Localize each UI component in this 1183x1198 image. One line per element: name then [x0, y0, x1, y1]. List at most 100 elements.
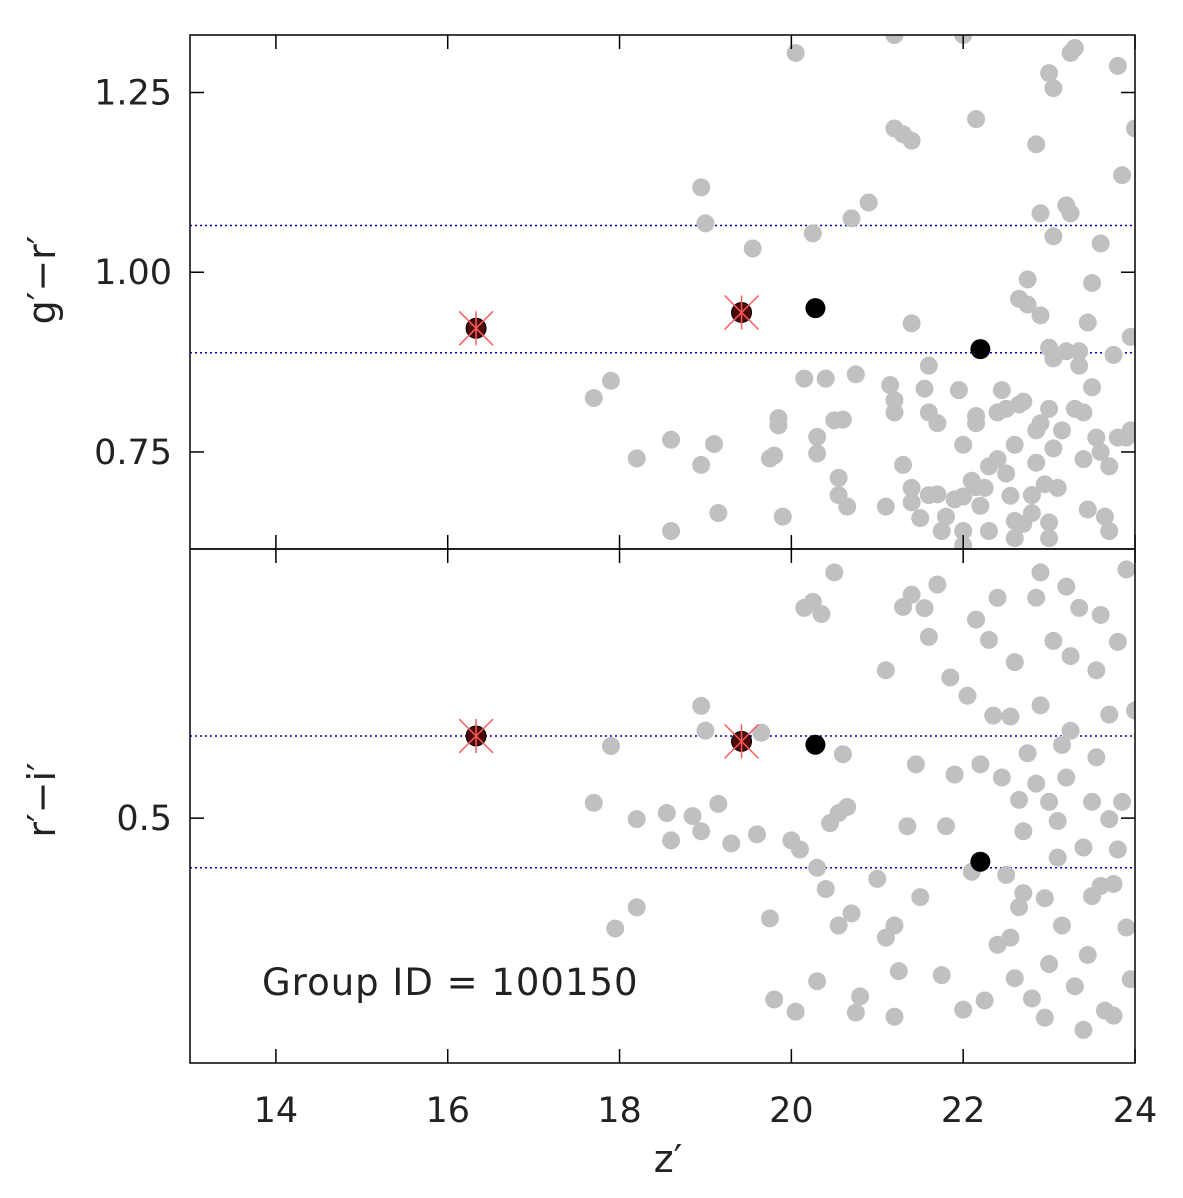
x-tick-label: 24: [1113, 1091, 1158, 1131]
field-galaxy-point: [902, 585, 921, 604]
field-galaxy-point: [1121, 327, 1135, 346]
field-galaxy-point: [1022, 486, 1041, 505]
field-galaxy-point: [833, 745, 852, 764]
field-galaxy-point: [1052, 916, 1071, 935]
field-galaxy-point: [1100, 705, 1119, 724]
field-galaxy-point: [902, 493, 921, 512]
field-galaxy-point: [1074, 1020, 1093, 1039]
field-galaxy-point: [902, 478, 921, 497]
field-galaxy-point: [1104, 874, 1123, 893]
field-galaxy-point: [885, 1007, 904, 1026]
field-galaxy-point: [795, 369, 814, 388]
field-galaxy-point: [601, 371, 620, 390]
field-galaxy-point: [1061, 647, 1080, 666]
field-galaxy-point: [808, 427, 827, 446]
field-galaxy-point: [1040, 529, 1059, 548]
field-galaxy-point: [1126, 119, 1135, 138]
field-galaxy-point: [709, 794, 728, 813]
field-galaxy-point: [1108, 840, 1127, 859]
field-galaxy-point: [1027, 774, 1046, 793]
field-galaxy-point: [696, 721, 715, 740]
field-galaxy-point: [1044, 631, 1063, 650]
field-galaxy-point: [773, 507, 792, 526]
field-galaxy-point: [808, 858, 827, 877]
field-galaxy-point: [1070, 342, 1089, 361]
x-tick-label: 22: [941, 1091, 986, 1131]
field-galaxy-point: [975, 478, 994, 497]
field-galaxy-point: [1040, 513, 1059, 532]
field-galaxy-point: [906, 755, 925, 774]
field-galaxy-point: [1070, 356, 1089, 375]
field-galaxy-point: [919, 627, 938, 646]
field-galaxy-point: [765, 446, 784, 465]
field-galaxy-point: [1061, 204, 1080, 223]
field-galaxy-point: [885, 403, 904, 422]
field-galaxy-point: [1070, 598, 1089, 617]
field-galaxy-point: [683, 807, 702, 826]
field-galaxy-point: [1100, 457, 1119, 476]
field-galaxy-point: [1057, 577, 1076, 596]
field-galaxy-point: [1040, 399, 1059, 418]
field-galaxy-point: [941, 668, 960, 687]
field-galaxy-point: [1100, 810, 1119, 829]
field-galaxy-point: [1108, 56, 1127, 75]
field-galaxy-point: [984, 706, 1003, 725]
field-galaxy-point: [1078, 500, 1097, 519]
field-galaxy-point: [1022, 504, 1041, 523]
top-y-tick-label: 1.25: [94, 74, 172, 114]
field-galaxy-point: [915, 379, 934, 398]
y-axis-title-top: g′−r′: [20, 236, 64, 325]
field-galaxy-point: [812, 604, 831, 623]
field-galaxy-point: [949, 381, 968, 400]
field-galaxy-point: [1126, 701, 1135, 720]
field-galaxy-point: [928, 575, 947, 594]
field-galaxy-point: [889, 962, 908, 981]
field-galaxy-point: [988, 935, 1007, 954]
field-galaxy-point: [1048, 848, 1067, 867]
field-galaxy-point: [898, 817, 917, 836]
field-galaxy-point: [1035, 889, 1054, 908]
field-galaxy-point: [692, 455, 711, 474]
field-galaxy-point: [1074, 838, 1093, 857]
bottom-y-tick-label: 0.5: [116, 799, 172, 839]
field-galaxy-point: [954, 522, 973, 541]
axes: [189, 34, 1136, 1064]
field-galaxy-point: [932, 966, 951, 985]
field-galaxy-point: [816, 369, 835, 388]
field-galaxy-point: [1083, 887, 1102, 906]
member-galaxy-point: [970, 851, 991, 872]
field-galaxy-point: [765, 990, 784, 1009]
field-galaxy-point: [937, 507, 955, 526]
field-galaxy-point: [975, 991, 994, 1010]
field-galaxy-point: [1117, 560, 1135, 579]
field-galaxy-point: [1048, 478, 1067, 497]
data-points: [458, 35, 1135, 1039]
member-galaxy-point: [805, 298, 826, 319]
field-galaxy-point: [1031, 563, 1050, 582]
field-galaxy-point: [790, 840, 809, 859]
field-galaxy-point: [1121, 970, 1135, 989]
field-galaxy-point: [1031, 696, 1050, 715]
x-tick-label: 16: [425, 1091, 470, 1131]
field-galaxy-point: [1052, 735, 1071, 754]
field-galaxy-point: [786, 43, 805, 62]
field-galaxy-point: [992, 381, 1011, 400]
bottom-panel-points: [458, 560, 1135, 1039]
field-galaxy-point: [979, 630, 998, 649]
field-galaxy-point: [1121, 421, 1135, 440]
field-galaxy-point: [902, 131, 921, 150]
field-galaxy-point: [1014, 392, 1033, 411]
field-galaxy-point: [876, 497, 895, 516]
field-galaxy-point: [692, 178, 711, 197]
field-galaxy-point: [932, 522, 951, 541]
field-galaxy-point: [662, 522, 681, 541]
field-galaxy-point: [1087, 661, 1106, 680]
field-galaxy-point: [627, 898, 646, 917]
field-galaxy-point: [760, 909, 779, 928]
field-galaxy-point: [967, 414, 986, 433]
field-galaxy-point: [1113, 166, 1132, 185]
top-y-tick-label: 0.75: [94, 433, 172, 473]
tick-marks: [190, 35, 1136, 1063]
field-galaxy-point: [1078, 945, 1097, 964]
